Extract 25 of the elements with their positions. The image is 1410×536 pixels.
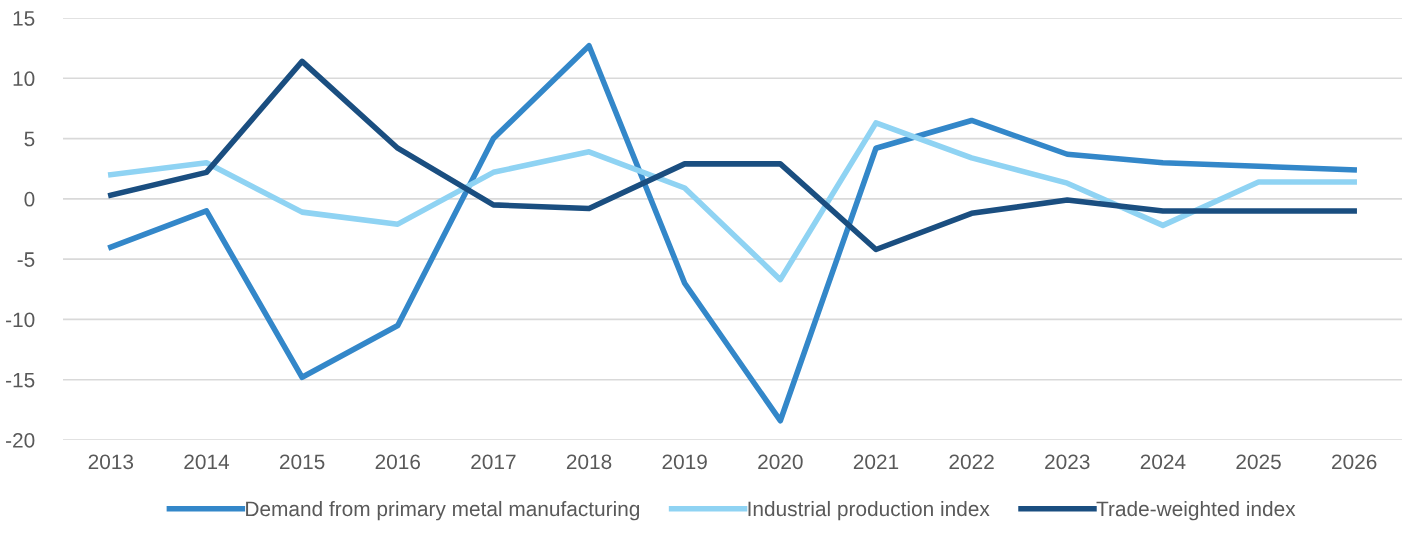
y-tick-label: 5	[24, 131, 35, 147]
y-tick-label: 0	[24, 191, 35, 207]
y-tick-label: -5	[17, 252, 35, 267]
x-tick-label: 2022	[949, 454, 994, 470]
y-tick-label: 10	[13, 71, 35, 87]
x-tick-label: 2023	[1045, 454, 1090, 470]
x-tick-label: 2013	[88, 454, 134, 470]
y-tick-label: -10	[6, 312, 35, 328]
x-tick-label: 2024	[1140, 454, 1186, 470]
x-tick-label: 2016	[375, 454, 421, 470]
x-tick-label: 2026	[1332, 454, 1377, 470]
x-tick-label: 2015	[279, 454, 325, 470]
legend-label: Industrial production index	[748, 500, 990, 521]
y-tick-label: 15	[13, 11, 35, 26]
y-tick-label: -20	[6, 433, 35, 448]
y-tick-label: -15	[6, 372, 35, 388]
legend-label: Trade-weighted index	[1096, 500, 1296, 521]
x-tick-label: 2017	[471, 454, 516, 470]
x-tick-label: 2025	[1236, 454, 1281, 470]
x-tick-label: 2018	[566, 454, 612, 470]
x-tick-label: 2021	[853, 454, 899, 470]
x-tick-label: 2019	[662, 454, 707, 470]
legend-label: Demand from primary metal manufacturing	[246, 500, 640, 521]
x-tick-label: 2014	[184, 454, 230, 470]
x-tick-label: 2020	[758, 454, 803, 470]
